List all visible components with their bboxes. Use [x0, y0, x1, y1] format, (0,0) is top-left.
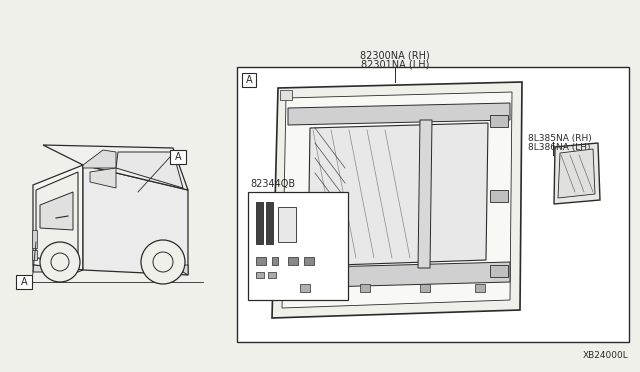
Bar — [256, 257, 266, 265]
Bar — [288, 257, 298, 265]
Polygon shape — [116, 152, 183, 188]
Text: 82301NA (LH): 82301NA (LH) — [361, 59, 429, 69]
Bar — [242, 73, 256, 87]
Bar — [300, 284, 310, 292]
Bar — [490, 115, 508, 127]
Bar — [475, 284, 485, 292]
Bar — [420, 284, 430, 292]
Bar — [272, 257, 278, 265]
Text: A: A — [20, 277, 28, 287]
Polygon shape — [90, 168, 116, 188]
Circle shape — [141, 240, 185, 284]
Bar — [278, 207, 296, 242]
Bar — [304, 257, 314, 265]
Polygon shape — [288, 103, 510, 125]
Text: A: A — [246, 75, 252, 85]
Text: A: A — [175, 152, 181, 162]
Circle shape — [40, 242, 80, 282]
Bar — [32, 230, 37, 248]
Bar — [280, 90, 292, 100]
Polygon shape — [272, 82, 522, 318]
Polygon shape — [308, 123, 488, 266]
Bar — [256, 202, 263, 244]
Polygon shape — [418, 120, 432, 268]
Polygon shape — [33, 265, 83, 272]
Bar — [268, 272, 276, 278]
Polygon shape — [282, 92, 512, 308]
Bar — [490, 265, 508, 277]
Bar — [490, 190, 508, 202]
Text: 8L386NA (LH): 8L386NA (LH) — [528, 142, 591, 151]
Polygon shape — [40, 192, 73, 230]
Bar — [170, 150, 186, 164]
Polygon shape — [558, 149, 595, 198]
Bar — [266, 202, 273, 244]
Polygon shape — [83, 165, 188, 275]
Polygon shape — [554, 143, 600, 204]
Polygon shape — [288, 262, 510, 288]
Text: XB24000L: XB24000L — [582, 352, 628, 360]
Polygon shape — [36, 172, 78, 260]
Text: 82344QB: 82344QB — [250, 179, 295, 189]
Text: 82300NA (RH): 82300NA (RH) — [360, 50, 430, 60]
Text: 8L385NA (RH): 8L385NA (RH) — [528, 134, 592, 142]
Bar — [237, 67, 629, 342]
Bar — [248, 192, 348, 300]
Polygon shape — [43, 145, 188, 190]
Bar — [256, 272, 264, 278]
Polygon shape — [33, 165, 83, 270]
Bar — [360, 284, 370, 292]
Bar — [16, 275, 32, 289]
Polygon shape — [83, 150, 116, 168]
Bar — [32, 250, 37, 260]
Polygon shape — [183, 265, 188, 275]
